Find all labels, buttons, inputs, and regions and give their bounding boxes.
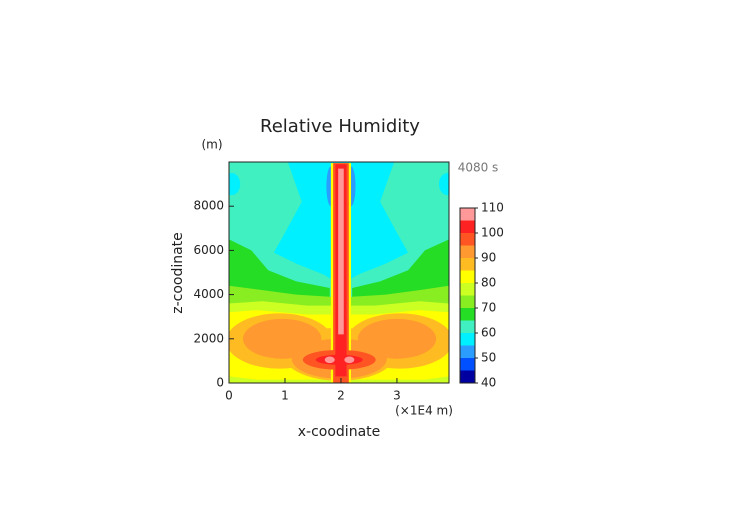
x-unit: (×1E4 m) [395, 404, 453, 418]
colorbar-tick-label: 70 [481, 301, 496, 315]
colorbar-box [460, 308, 475, 321]
time-label: 4080 s [458, 161, 499, 175]
colorbar-box [460, 320, 475, 333]
colorbar-box [460, 333, 475, 346]
x-tick-label: 2 [337, 389, 345, 403]
colorbar-frame [459, 207, 476, 384]
colorbar-box [460, 358, 475, 371]
contour-region [344, 356, 355, 364]
contour-region [338, 168, 344, 335]
contour-region [315, 354, 363, 365]
colorbar-box [460, 283, 475, 296]
contour-region [324, 356, 335, 364]
plot-frame [228, 161, 450, 384]
colorbar-box [460, 245, 475, 258]
colorbar-box [460, 345, 475, 358]
y-tick-label: 6000 [193, 243, 224, 257]
colorbar-tick-label: 90 [481, 251, 496, 265]
y-tick-label: 0 [216, 376, 224, 390]
colorbar-tick-label: 80 [481, 276, 496, 290]
colorbar-tick-label: 110 [481, 201, 504, 215]
contour-region [438, 173, 449, 196]
colorbar-box [460, 233, 475, 246]
colorbar-box [460, 295, 475, 308]
chart-title: Relative Humidity [260, 116, 420, 137]
colorbar-tick-label: 40 [481, 376, 496, 390]
colorbar-box [460, 208, 475, 221]
contour-region [229, 173, 241, 196]
colorbar-box [460, 220, 475, 233]
y-unit: (m) [201, 138, 222, 152]
colorbar-tick-label: 100 [481, 226, 504, 240]
x-tick-label: 0 [225, 389, 233, 403]
x-tick-label: 3 [393, 389, 401, 403]
colorbar-box [460, 258, 475, 271]
colorbar-box [460, 270, 475, 283]
y-tick-label: 8000 [193, 199, 224, 213]
y-tick-label: 4000 [193, 287, 224, 301]
y-tick-label: 2000 [193, 331, 224, 345]
contour-field [229, 162, 449, 383]
colorbar-tick-label: 60 [481, 326, 496, 340]
y-axis-label: z-coodinate [170, 232, 186, 314]
x-axis-label: x-coodinate [298, 424, 381, 440]
x-tick-label: 1 [281, 389, 289, 403]
colorbar-box [460, 370, 475, 383]
colorbar-tick-label: 50 [481, 351, 496, 365]
